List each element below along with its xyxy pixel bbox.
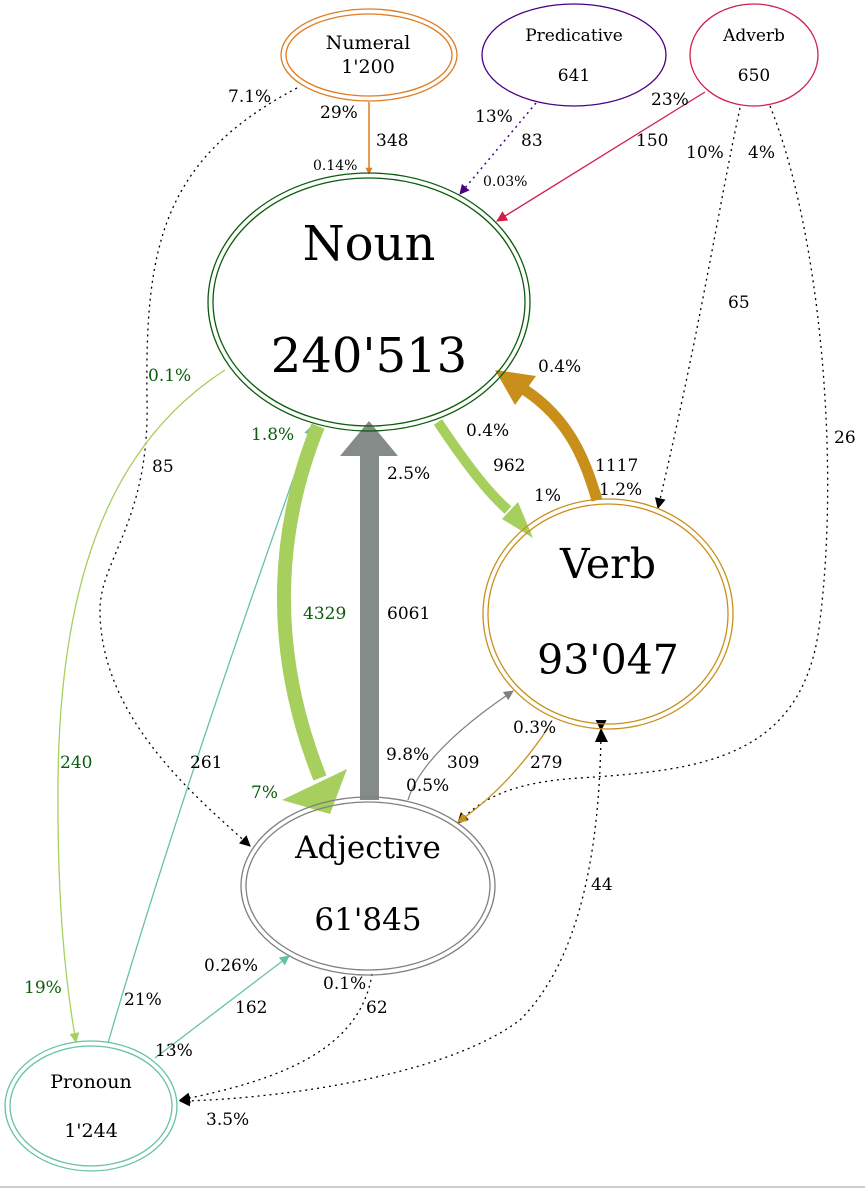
label-adverb-verb-count: 65 [728, 293, 750, 313]
label-numeral-adjective-count: 85 [152, 457, 174, 477]
label-verb-pronoun-dst: 3.5% [206, 1110, 249, 1130]
label-adverb-noun-count: 150 [636, 131, 668, 151]
edge-predicative-noun [459, 102, 537, 195]
label-noun-pronoun-count: 240 [60, 753, 92, 773]
label-noun-adjective-dst: 7% [251, 783, 278, 803]
edge-adjective-noun [360, 450, 379, 800]
node-predicative: Predicative 641 [481, 3, 667, 107]
label-adjective-pronoun-count: 62 [366, 998, 388, 1018]
label-adjective-verb-src: 0.5% [406, 776, 449, 796]
node-predicative-label: Predicative [525, 26, 623, 46]
edges [57, 87, 829, 1107]
label-adjective-noun-dst: 2.5% [387, 464, 430, 484]
edge-noun-verb-head [502, 502, 533, 538]
node-pronoun: Pronoun 1'244 [4, 1040, 178, 1172]
label-noun-adjective-src: 1.8% [251, 425, 294, 445]
label-predicative-noun-src: 13% [475, 107, 513, 127]
label-predicative-noun-count: 83 [521, 131, 543, 151]
node-predicative-count: 641 [558, 66, 590, 86]
node-verb-label: Verb [559, 540, 656, 588]
label-pronoun-adjective-count: 162 [235, 998, 267, 1018]
label-verb-noun-count: 1117 [595, 456, 638, 476]
edge-verb-pronoun-head-top [595, 728, 608, 742]
edge-adverb-verb [654, 107, 741, 510]
label-pronoun-noun-src: 21% [124, 990, 162, 1010]
label-predicative-noun-dst: 0.03% [483, 174, 527, 190]
node-noun: Noun 240'513 [207, 172, 531, 432]
label-adjective-noun-count: 6061 [387, 604, 430, 624]
label-noun-adjective-count: 4329 [303, 604, 346, 624]
label-noun-verb-count: 962 [493, 456, 525, 476]
edge-verb-adjective [457, 727, 549, 823]
edge-verb-noun-head [495, 370, 536, 405]
edge-verb-pronoun [178, 720, 607, 1107]
edge-labels: 29% 348 0.14% 7.1% 85 13% 83 0.03% 23% 1… [24, 87, 856, 1130]
label-pronoun-noun-count: 261 [190, 753, 222, 773]
label-adjective-noun-src: 9.8% [386, 745, 429, 765]
label-adverb-adjective-src: 4% [748, 143, 775, 163]
node-noun-count: 240'513 [271, 328, 467, 384]
node-adjective: Adjective 61'845 [240, 796, 496, 976]
edge-adjective-noun-head [340, 421, 398, 456]
edge-adverb-adjective [457, 105, 829, 824]
node-pronoun-count: 1'244 [64, 1120, 118, 1142]
node-verb-count: 93'047 [537, 636, 679, 684]
label-numeral-noun-src: 29% [320, 103, 358, 123]
edge-noun-verb [433, 419, 512, 514]
node-adverb: Adverb 650 [689, 3, 819, 107]
node-adjective-count: 61'845 [314, 902, 421, 938]
label-noun-pronoun-dst: 19% [24, 978, 62, 998]
node-numeral-count: 1'200 [341, 56, 395, 78]
edge-pronoun-noun [107, 425, 314, 1044]
label-numeral-adjective-src: 7.1% [228, 87, 271, 107]
label-adjective-verb-count: 309 [447, 753, 479, 773]
label-noun-pronoun-src: 0.1% [148, 366, 191, 386]
edge-numeral-adjective [99, 87, 298, 847]
label-verb-pronoun-count: 44 [591, 875, 613, 895]
label-adverb-verb-src: 10% [686, 143, 724, 163]
label-numeral-noun-dst: 0.14% [313, 158, 357, 174]
label-adjective-pronoun-src: 0.1% [323, 974, 366, 994]
label-noun-verb-src: 0.4% [466, 421, 509, 441]
node-adverb-count: 650 [738, 66, 770, 86]
label-adverb-adjective-count: 26 [834, 428, 856, 448]
node-numeral-label: Numeral [326, 32, 411, 54]
node-numeral: Numeral 1'200 [280, 8, 458, 102]
node-verb: Verb 93'047 [482, 498, 734, 730]
label-verb-adjective-count: 279 [530, 753, 562, 773]
edge-noun-adjective [276, 423, 327, 781]
label-pronoun-adjective-src: 13% [155, 1041, 193, 1061]
node-noun-label: Noun [303, 216, 436, 272]
label-verb-noun-src: 1.2% [599, 480, 642, 500]
node-adjective-label: Adjective [294, 830, 441, 866]
label-pronoun-adjective-dst: 0.26% [204, 956, 258, 976]
edge-noun-pronoun [57, 369, 226, 1043]
edge-verb-noun [521, 385, 603, 502]
label-adverb-noun-src: 23% [651, 90, 689, 110]
label-verb-adjective-src: 0.3% [513, 718, 556, 738]
edge-adverb-noun [496, 91, 706, 222]
node-adverb-label: Adverb [722, 26, 785, 46]
label-noun-verb-dst: 1% [534, 486, 561, 506]
node-pronoun-label: Pronoun [50, 1071, 131, 1093]
label-verb-noun-dst: 0.4% [538, 357, 581, 377]
label-numeral-noun-count: 348 [376, 131, 408, 151]
